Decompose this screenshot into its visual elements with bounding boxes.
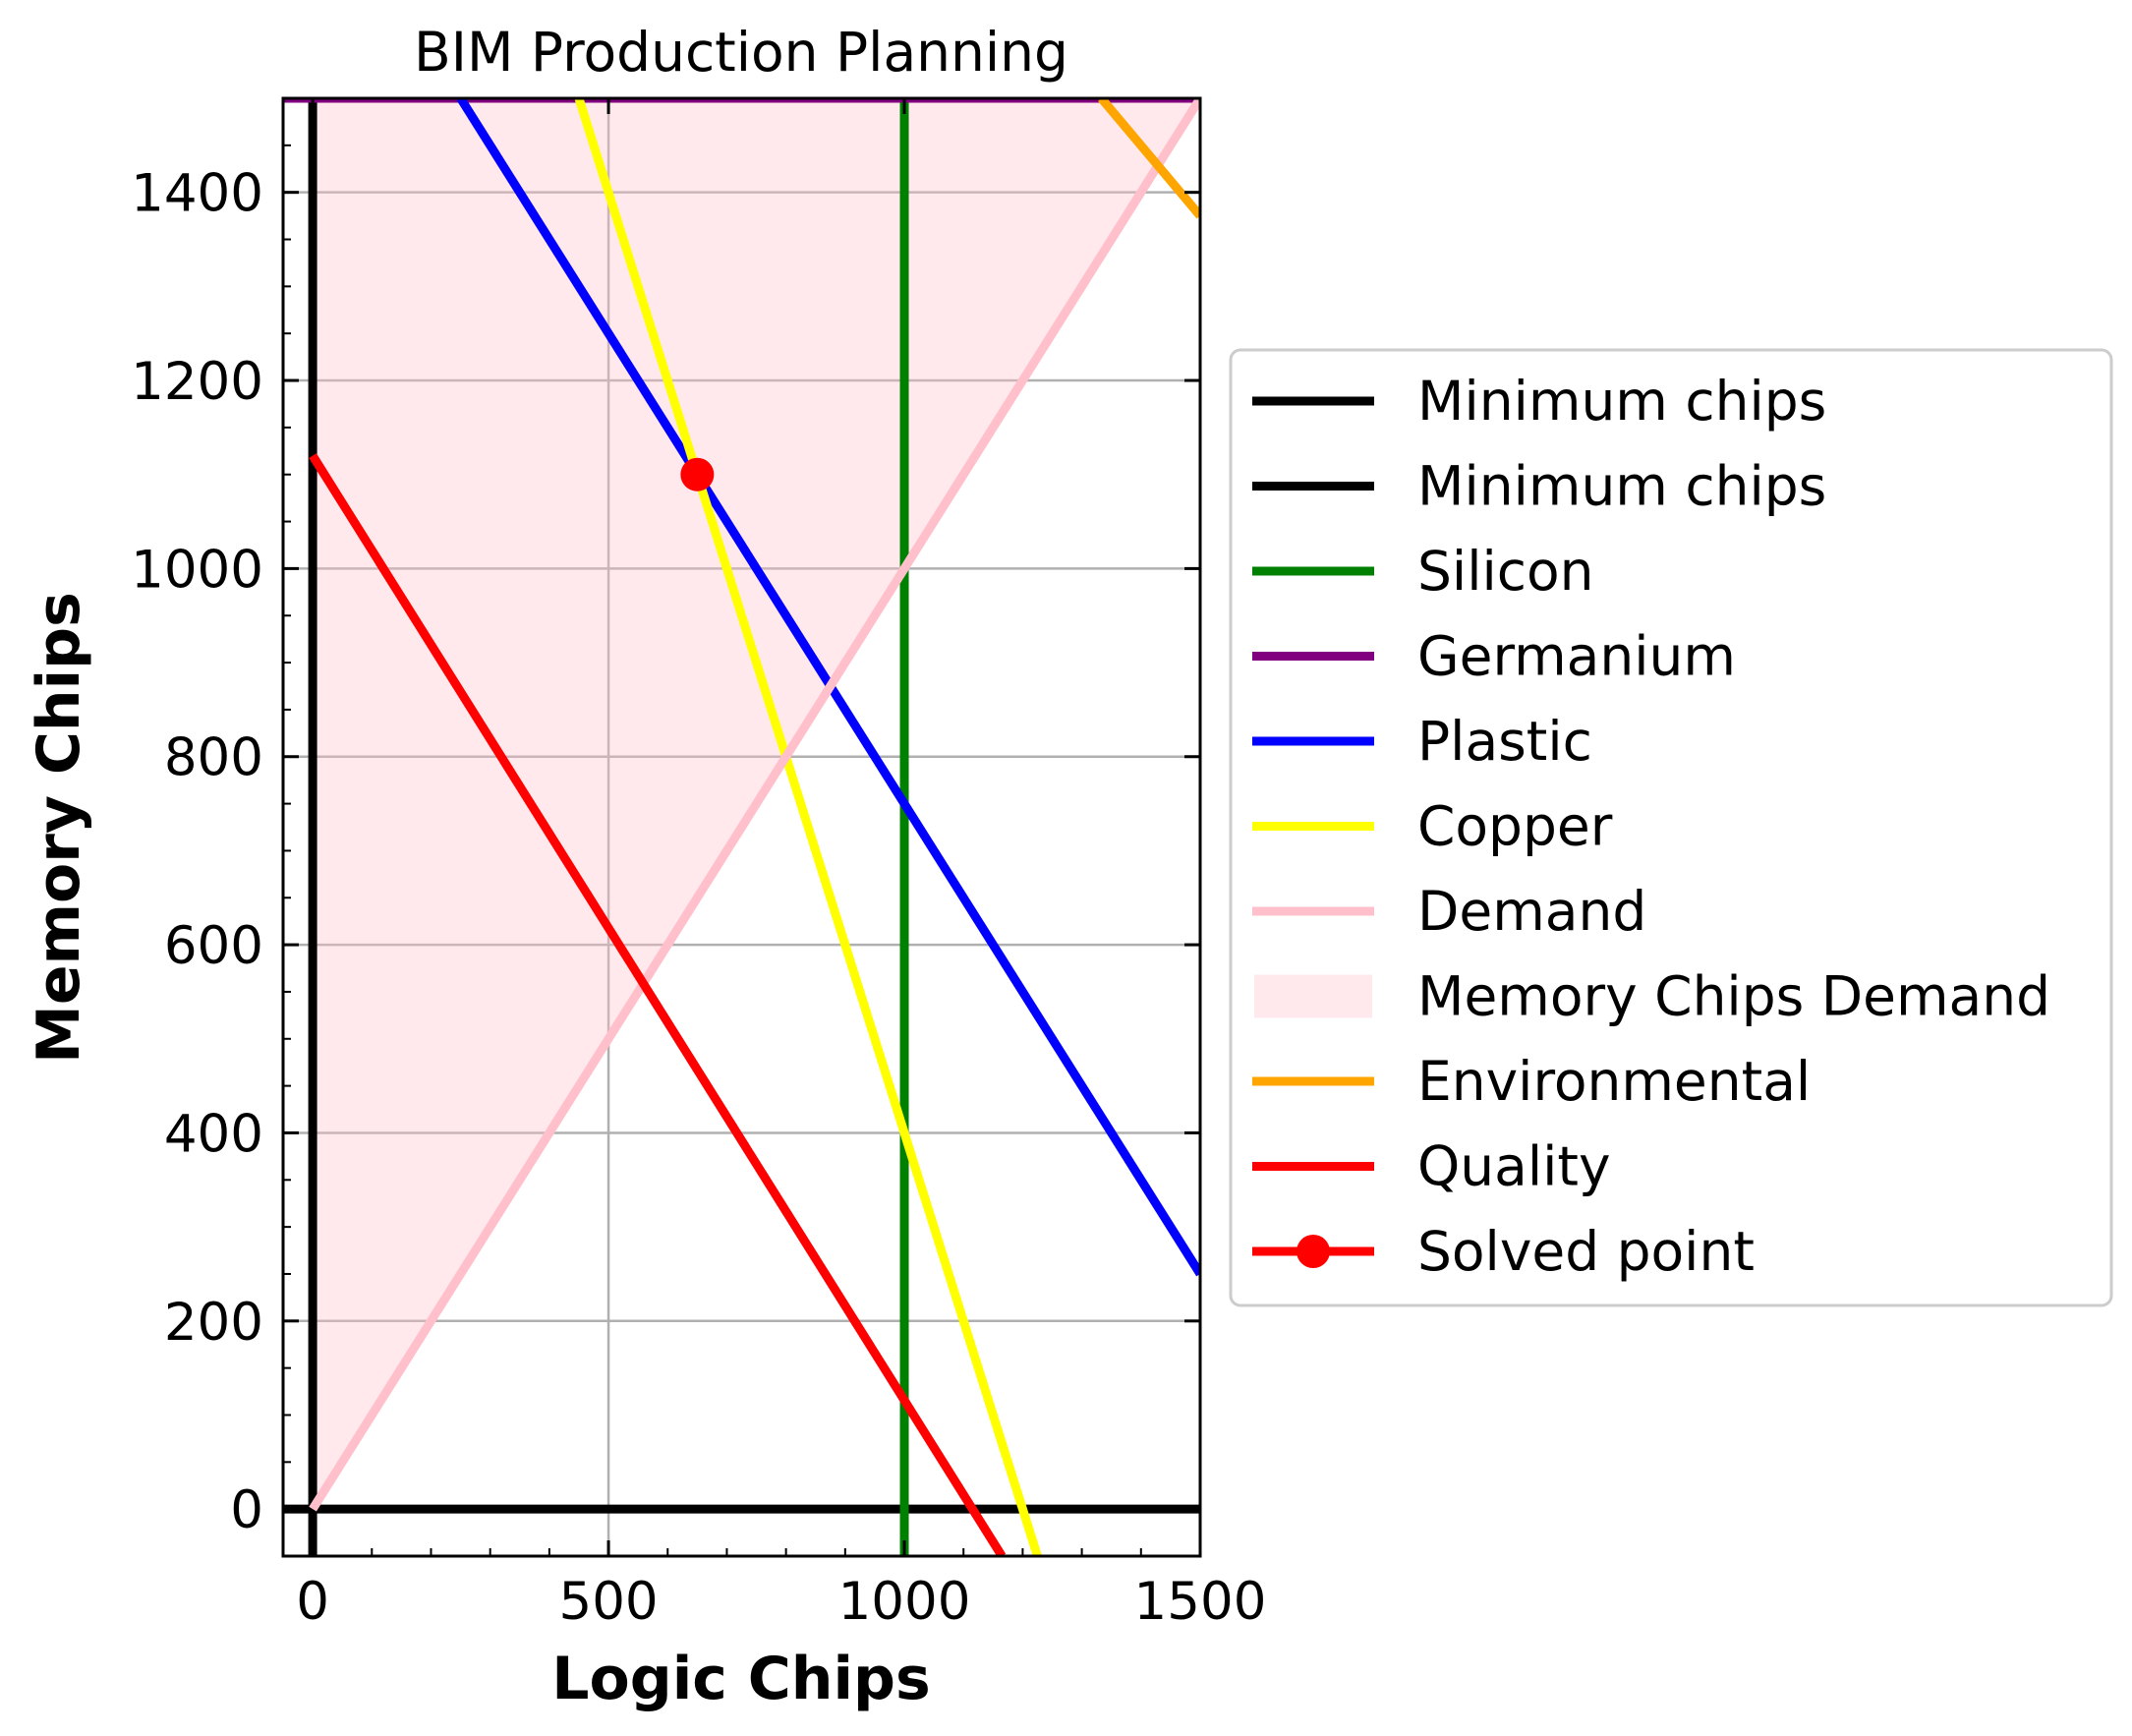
legend-label-quality: Quality [1417, 1135, 1611, 1198]
legend-label-memory-chips-demand: Memory Chips Demand [1417, 965, 2050, 1028]
legend-marker-solved-point [1296, 1235, 1330, 1268]
axis-ticks: 0 500 1000 1500 0 200 400 600 800 1000 1200 1400 [131, 97, 1267, 1632]
x-tick-label: 1000 [838, 1572, 971, 1632]
legend-label-silicon: Silicon [1417, 540, 1594, 603]
y-axis-title: Memory Chips [25, 592, 93, 1064]
legend-label-solved-point: Solved point [1417, 1220, 1755, 1283]
legend-label-minimum-chips: Minimum chips [1417, 370, 1826, 433]
series-line-environmental [1098, 98, 1200, 219]
y-tick-label: 1400 [131, 164, 263, 224]
y-tick-label: 200 [164, 1293, 263, 1353]
chart-title: BIM Production Planning [414, 21, 1068, 84]
y-tick-label: 1000 [131, 540, 263, 600]
y-tick-label: 0 [230, 1480, 263, 1540]
legend-label-germanium: Germanium [1417, 625, 1736, 688]
x-axis-title: Logic Chips [551, 1645, 930, 1713]
y-tick-label: 400 [164, 1104, 263, 1164]
legend-label-minimum-chips: Minimum chips [1417, 455, 1826, 518]
series-line-copper [574, 98, 1042, 1556]
solved-point-layer [680, 457, 715, 492]
series-line-demand [309, 98, 1200, 1512]
legend-label-plastic: Plastic [1417, 710, 1592, 773]
y-tick-label: 800 [164, 728, 263, 788]
plot-frame [281, 96, 1202, 1558]
solved-point-marker [680, 457, 715, 492]
series-layer [283, 98, 1200, 1556]
x-tick-label: 0 [296, 1572, 329, 1632]
legend-label-copper: Copper [1417, 795, 1613, 858]
y-tick-label: 600 [164, 916, 263, 976]
x-tick-label: 1500 [1134, 1572, 1267, 1632]
legend: Minimum chips Minimum chips Silicon Germani… [1229, 348, 2113, 1307]
legend-label-demand: Demand [1417, 880, 1646, 943]
legend-label-environmental: Environmental [1417, 1050, 1811, 1113]
x-tick-label: 500 [558, 1572, 658, 1632]
legend-frame [1229, 348, 2113, 1307]
y-tick-label: 1200 [131, 352, 263, 412]
series-line-quality [309, 453, 1007, 1556]
legend-swatch-memory-chips-demand [1254, 974, 1372, 1018]
